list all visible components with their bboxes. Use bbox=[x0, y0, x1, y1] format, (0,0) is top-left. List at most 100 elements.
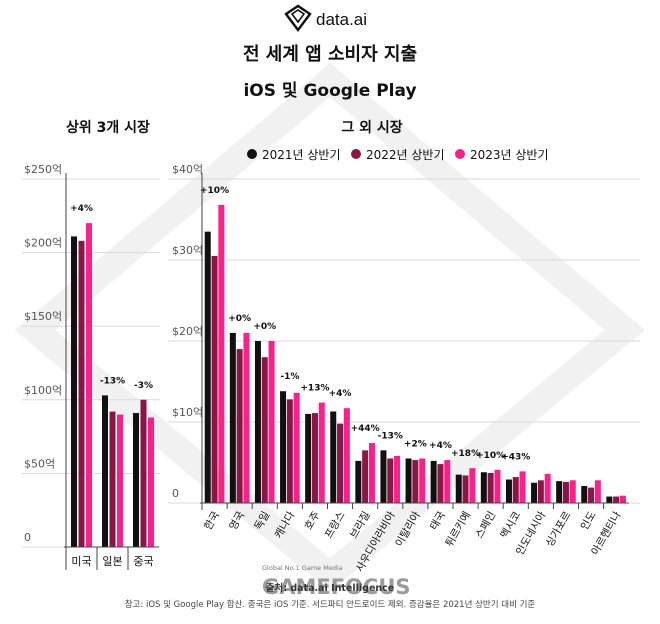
bar-이탈리아-2022년 상반기 bbox=[412, 460, 419, 503]
bar-미국-2023년 상반기 bbox=[86, 223, 92, 547]
bar-싱가포르-2023년 상반기 bbox=[569, 480, 576, 503]
bar-멕시코-2023년 상반기 bbox=[519, 471, 526, 503]
bar-브라질-2022년 상반기 bbox=[362, 450, 369, 503]
bar-인도-2022년 상반기 bbox=[588, 487, 595, 503]
y-tick-label: $40억 bbox=[172, 163, 203, 176]
change-annotation: -1% bbox=[280, 372, 299, 382]
bar-아르헨티나-2022년 상반기 bbox=[613, 496, 620, 503]
bar-미국-2022년 상반기 bbox=[78, 240, 85, 547]
bar-프랑스-2021년 상반기 bbox=[330, 411, 337, 503]
bar-아르헨티나-2023년 상반기 bbox=[619, 495, 626, 503]
change-annotation: +10% bbox=[200, 186, 229, 196]
chart-subtitle: iOS 및 Google Play bbox=[243, 81, 416, 101]
change-annotation: +0% bbox=[253, 322, 276, 332]
bar-호주-2023년 상반기 bbox=[318, 402, 325, 503]
bar-프랑스-2023년 상반기 bbox=[343, 408, 350, 503]
y-tick-label: $250억 bbox=[24, 163, 62, 176]
y-tick-label: $150억 bbox=[24, 310, 62, 323]
bar-호주-2022년 상반기 bbox=[311, 413, 318, 503]
change-annotation: +4% bbox=[70, 204, 93, 214]
bar-호주-2021년 상반기 bbox=[305, 413, 312, 503]
data-ai-logo-icon bbox=[284, 4, 312, 32]
bar-일본-2023년 상반기 bbox=[117, 414, 123, 547]
bar-영국-2021년 상반기 bbox=[229, 332, 236, 503]
panel-title-top3: 상위 3개 시장 bbox=[66, 119, 150, 136]
change-annotation: +18% bbox=[451, 449, 480, 459]
bar-이탈리아-2023년 상반기 bbox=[419, 458, 426, 503]
bar-태국-2021년 상반기 bbox=[430, 460, 437, 503]
bar-싱가포르-2021년 상반기 bbox=[556, 481, 563, 503]
chart-title: 전 세계 앱 소비자 지출 bbox=[243, 44, 417, 65]
change-annotation: +10% bbox=[476, 451, 505, 461]
change-annotation: +2% bbox=[404, 439, 427, 449]
x-category-label: 태국 bbox=[428, 509, 448, 532]
bar-캐나다-2022년 상반기 bbox=[286, 399, 293, 503]
y-tick-label: 0 bbox=[172, 487, 179, 500]
bar-태국-2023년 상반기 bbox=[444, 460, 451, 503]
change-annotation: +0% bbox=[228, 314, 251, 324]
bar-인도-2021년 상반기 bbox=[581, 485, 588, 503]
x-category-label: 한국 bbox=[202, 509, 222, 532]
bar-아르헨티나-2021년 상반기 bbox=[606, 496, 613, 503]
bar-영국-2022년 상반기 bbox=[236, 349, 243, 503]
bar-튀르키예-2023년 상반기 bbox=[469, 468, 476, 503]
bar-한국-2022년 상반기 bbox=[211, 255, 218, 503]
change-annotation: +13% bbox=[300, 384, 329, 394]
legend-swatch-2023 bbox=[455, 149, 465, 159]
bar-사우디아라비아-2022년 상반기 bbox=[387, 458, 394, 503]
bar-브라질-2021년 상반기 bbox=[355, 460, 362, 503]
bar-중국-2022년 상반기 bbox=[140, 399, 147, 547]
bar-영국-2023년 상반기 bbox=[243, 332, 250, 503]
bar-미국-2021년 상반기 bbox=[71, 236, 77, 547]
change-annotation: -3% bbox=[134, 381, 153, 391]
bar-사우디아라비아-2023년 상반기 bbox=[394, 456, 401, 503]
legend: 2021년 상반기 2022년 상반기 2023년 상반기 bbox=[247, 148, 549, 162]
bar-인도네시아-2022년 상반기 bbox=[537, 480, 544, 503]
bar-인도-2023년 상반기 bbox=[594, 480, 601, 503]
y-tick-label: $50억 bbox=[24, 457, 55, 470]
x-category-label: 일본 bbox=[102, 554, 122, 568]
legend-label-2021: 2021년 상반기 bbox=[262, 148, 341, 162]
x-category-label: 프랑스 bbox=[323, 509, 348, 540]
change-annotation: +44% bbox=[351, 424, 380, 434]
bar-멕시코-2021년 상반기 bbox=[505, 479, 512, 503]
top3-markets-chart: 0 $50억 $100억 $150억 $200억 $250억 +4% 미국 -13% 일본 -3% 중… bbox=[22, 163, 160, 570]
logo-text: data.ai bbox=[316, 10, 367, 29]
footnote-text: 참고: iOS 및 Google Play 합산. 중국은 iOS 기준. 서드… bbox=[125, 599, 536, 610]
bar-캐나다-2021년 상반기 bbox=[280, 391, 287, 503]
bar-스페인-2023년 상반기 bbox=[494, 469, 501, 503]
y-tick-label: 0 bbox=[24, 531, 31, 544]
legend-label-2023: 2023년 상반기 bbox=[470, 148, 549, 162]
legend-swatch-2021 bbox=[247, 149, 257, 159]
x-category-label: 인도 bbox=[579, 509, 599, 532]
bar-인도네시아-2023년 상반기 bbox=[544, 473, 551, 503]
y-tick-label: $100억 bbox=[24, 384, 62, 397]
change-annotation: +4% bbox=[329, 389, 352, 399]
bar-프랑스-2022년 상반기 bbox=[337, 423, 344, 503]
bar-사우디아라비아-2021년 상반기 bbox=[380, 450, 387, 503]
y-tick-label: $20억 bbox=[172, 325, 203, 338]
background-diamond-decoration bbox=[14, 62, 646, 592]
y-tick-label: $10억 bbox=[172, 406, 203, 419]
bar-한국-2023년 상반기 bbox=[218, 204, 225, 504]
bar-독일-2021년 상반기 bbox=[254, 341, 261, 503]
bar-튀르키예-2021년 상반기 bbox=[455, 474, 462, 503]
x-category-label: 중국 bbox=[133, 555, 153, 568]
bar-튀르키예-2022년 상반기 bbox=[462, 475, 469, 503]
x-category-label: 싱가포르 bbox=[544, 509, 574, 549]
change-annotation: +43% bbox=[501, 452, 530, 462]
change-annotation: -13% bbox=[378, 431, 403, 441]
change-annotation: -13% bbox=[100, 376, 125, 386]
x-category-label: 스페인 bbox=[473, 510, 498, 541]
bar-인도네시아-2021년 상반기 bbox=[531, 482, 538, 503]
change-annotation: +4% bbox=[429, 441, 452, 451]
y-tick-label: $200억 bbox=[24, 237, 62, 250]
bar-중국-2023년 상반기 bbox=[148, 417, 154, 547]
x-category-label: 멕시코 bbox=[498, 509, 523, 540]
bar-독일-2023년 상반기 bbox=[268, 341, 275, 503]
bar-독일-2022년 상반기 bbox=[261, 357, 268, 503]
x-category-label: 호주 bbox=[302, 509, 322, 532]
legend-label-2022: 2022년 상반기 bbox=[366, 148, 445, 162]
bar-일본-2022년 상반기 bbox=[109, 411, 116, 547]
